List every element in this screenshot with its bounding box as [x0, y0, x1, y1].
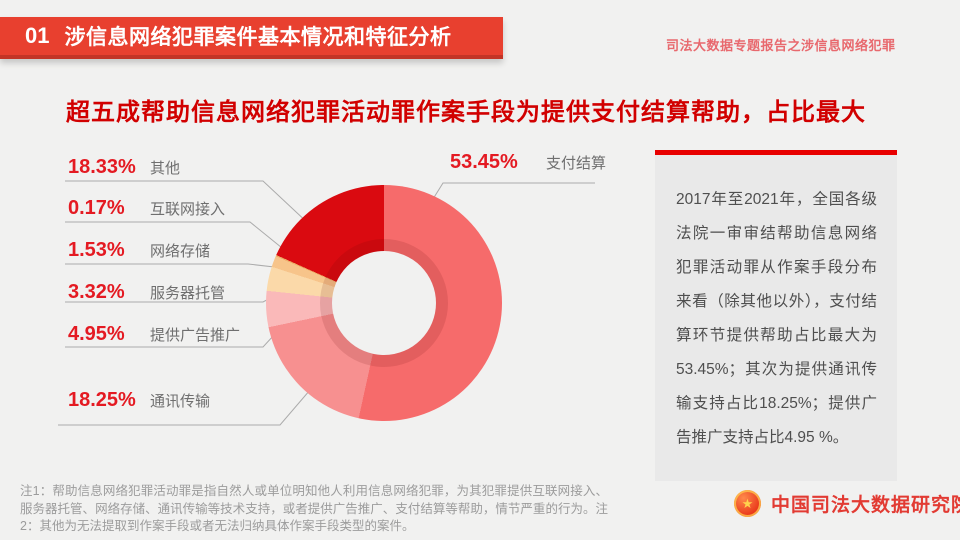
donut-hole — [332, 251, 436, 355]
chart-label-fuwuqi-tuoguan: 3.32% 服务器托管 — [68, 281, 225, 304]
chart-label-zhifu-jiesuan: 53.45% 支付结算 — [450, 151, 606, 174]
footnotes: 注1：帮助信息网络犯罪活动罪是指自然人或单位明知他人利用信息网络犯罪，为其犯罪提… — [20, 484, 608, 533]
category-name: 互联网接入 — [150, 201, 226, 218]
category-name: 网络存储 — [150, 243, 211, 260]
chart-label-wangluo-cunchu: 1.53% 网络存储 — [68, 239, 210, 262]
court-emblem-icon: ★ — [734, 490, 761, 517]
chart-label-qita: 18.33% 其他 — [68, 156, 180, 179]
organization-name: 中国司法大数据研究院 — [771, 495, 960, 516]
info-panel-text: 2017年至2021年，全国各级法院一审审结帮助信息网络犯罪活动罪从作案手段分布… — [676, 191, 877, 446]
percent-value: 4.95% — [68, 323, 125, 345]
leader-line-cunchu — [65, 263, 284, 269]
percent-value: 53.45% — [450, 151, 518, 173]
section-number: 01 — [25, 23, 50, 48]
report-tag: 司法大数据专题报告之涉信息网络犯罪 — [666, 38, 896, 53]
chart-label-tongxun-chuanshu: 18.25% 通讯传输 — [68, 389, 210, 412]
percent-value: 3.32% — [68, 281, 125, 303]
info-panel-body: 2017年至2021年，全国各级法院一审审结帮助信息网络犯罪活动罪从作案手段分布… — [655, 155, 897, 481]
leader-line-zhifu — [427, 182, 595, 208]
donut-chart — [266, 185, 502, 421]
section-title: 涉信息网络犯罪案件基本情况和特征分析 — [64, 26, 452, 49]
category-name: 提供广告推广 — [150, 327, 241, 344]
percent-value: 1.53% — [68, 239, 125, 261]
category-name: 支付结算 — [546, 155, 607, 172]
chart-label-guanggao-tuiguang: 4.95% 提供广告推广 — [68, 323, 240, 346]
percent-value: 18.25% — [68, 389, 136, 411]
category-name: 服务器托管 — [150, 285, 226, 302]
percent-value: 0.17% — [68, 197, 125, 219]
info-panel: 2017年至2021年，全国各级法院一审审结帮助信息网络犯罪活动罪从作案手段分布… — [655, 150, 897, 481]
info-panel-accent-bar — [655, 150, 897, 155]
footer-logo: ★ 中国司法大数据研究院 — [734, 490, 960, 517]
category-name: 通讯传输 — [150, 393, 211, 410]
section-header-banner: 01 涉信息网络犯罪案件基本情况和特征分析 — [0, 17, 503, 59]
percent-value: 18.33% — [68, 156, 136, 178]
chart-label-hulianwang-jieru: 0.17% 互联网接入 — [68, 197, 225, 220]
category-name: 其他 — [150, 160, 181, 177]
slide-title: 超五成帮助信息网络犯罪活动罪作案手段为提供支付结算帮助，占比最大 — [66, 99, 866, 126]
